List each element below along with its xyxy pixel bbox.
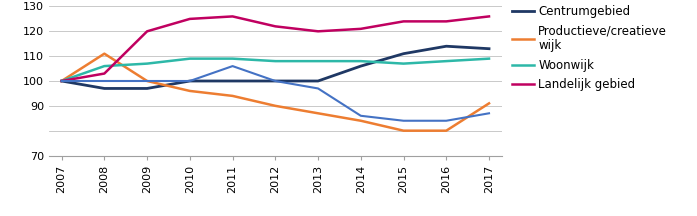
Legend: Centrumgebied, Productieve/creatieve
wijk, Woonwijk, Landelijk gebied: Centrumgebied, Productieve/creatieve wij… <box>512 5 667 91</box>
